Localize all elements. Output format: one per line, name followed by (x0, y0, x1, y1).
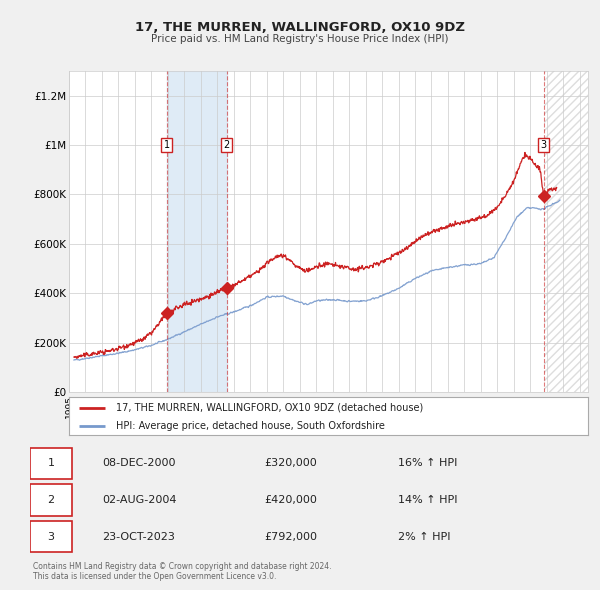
FancyBboxPatch shape (30, 522, 72, 552)
Text: 3: 3 (47, 532, 55, 542)
Text: 2: 2 (224, 140, 230, 150)
Text: 02-AUG-2004: 02-AUG-2004 (103, 495, 177, 505)
FancyBboxPatch shape (30, 448, 72, 478)
Bar (544, 71, 588, 392)
Text: 1: 1 (163, 140, 170, 150)
Text: This data is licensed under the Open Government Licence v3.0.: This data is licensed under the Open Gov… (33, 572, 277, 581)
Text: Price paid vs. HM Land Registry's House Price Index (HPI): Price paid vs. HM Land Registry's House … (151, 34, 449, 44)
Text: 2: 2 (47, 495, 55, 505)
Text: 08-DEC-2000: 08-DEC-2000 (103, 458, 176, 468)
Text: 3: 3 (541, 140, 547, 150)
Text: 2% ↑ HPI: 2% ↑ HPI (398, 532, 451, 542)
Text: £420,000: £420,000 (265, 495, 317, 505)
FancyBboxPatch shape (30, 484, 72, 516)
Text: 14% ↑ HPI: 14% ↑ HPI (398, 495, 458, 505)
Text: £320,000: £320,000 (265, 458, 317, 468)
Text: Contains HM Land Registry data © Crown copyright and database right 2024.: Contains HM Land Registry data © Crown c… (33, 562, 331, 571)
Text: 16% ↑ HPI: 16% ↑ HPI (398, 458, 458, 468)
Bar (544, 71, 588, 392)
Text: 1: 1 (47, 458, 55, 468)
Text: HPI: Average price, detached house, South Oxfordshire: HPI: Average price, detached house, Sout… (116, 421, 385, 431)
Text: 17, THE MURREN, WALLINGFORD, OX10 9DZ: 17, THE MURREN, WALLINGFORD, OX10 9DZ (135, 21, 465, 34)
Text: 23-OCT-2023: 23-OCT-2023 (103, 532, 175, 542)
Text: £792,000: £792,000 (265, 532, 317, 542)
Text: 17, THE MURREN, WALLINGFORD, OX10 9DZ (detached house): 17, THE MURREN, WALLINGFORD, OX10 9DZ (d… (116, 403, 423, 413)
Bar (167, 71, 227, 392)
